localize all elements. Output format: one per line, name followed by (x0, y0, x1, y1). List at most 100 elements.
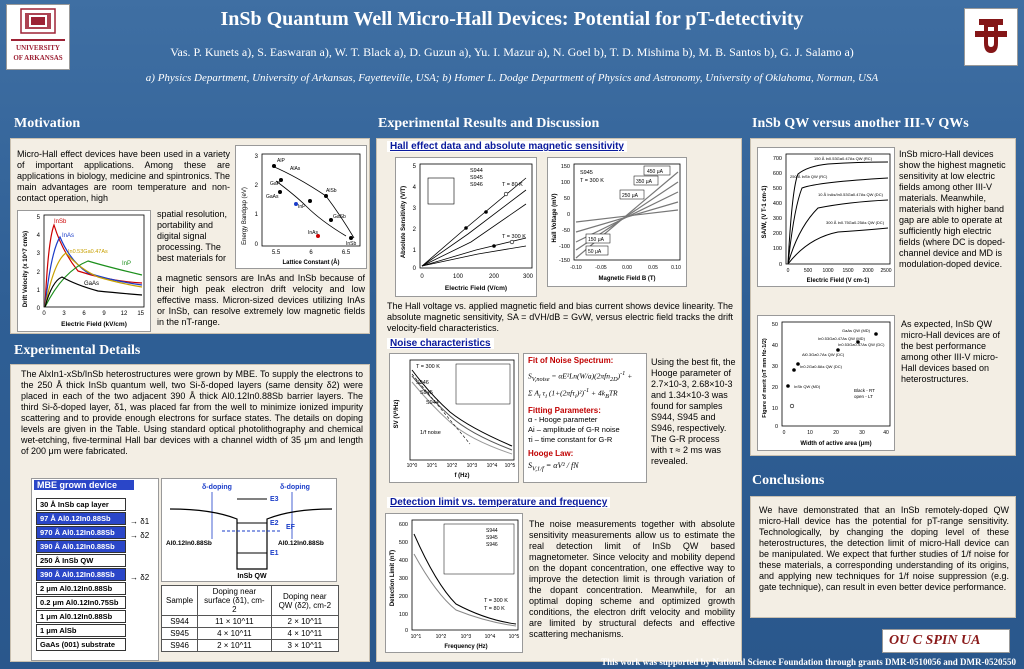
merit-xtick-1: 10 (807, 430, 813, 436)
sa-figure: SA/W, (V T-1 cm-1) 700 600 500 400 300 2… (757, 147, 895, 287)
noise-ylabel: SV (V²/Hz) (393, 400, 400, 429)
bandgap-xtick-0: 5.5 (272, 250, 281, 256)
mbe-layer: 0.2 μm Al0.12In0.75Sb (36, 596, 126, 609)
bandgap-label-gap: GaP (270, 181, 281, 187)
sa-xlabel: Electric Field (V cm-1) (807, 278, 870, 284)
bandgap-label-gaas: GaAs (266, 194, 279, 200)
hv-ytick-3: 0 (567, 212, 570, 218)
detection-figure: Detection Limit (nT) 600 500 400 300 200… (385, 513, 523, 653)
authors-line: Vas. P. Kunets a), S. Easwaran a), W. T.… (170, 45, 854, 59)
poster-title: InSb Quantum Well Micro-Hall Devices: Po… (220, 8, 804, 30)
merit-xtick-2: 20 (833, 430, 839, 436)
merit-xtick-4: 40 (883, 430, 889, 436)
footer-text: This work was supported by National Scie… (601, 657, 1016, 667)
mbe-title: MBE grown device (34, 480, 134, 490)
table-row: S944 11 × 10^11 2 × 10^11 (160, 615, 340, 628)
merit-label: Al0.3Ga0.7As QW (DC) (802, 352, 845, 357)
sens-xtick-2: 200 (489, 274, 500, 280)
arkansas-seal-icon: UNIVERSITY OF ARKANSAS (11, 8, 65, 62)
table-cell: 3 × 10^11 (270, 639, 340, 652)
ou-interlock-icon (975, 19, 1007, 53)
noise-subtitle: Noise characteristics (387, 338, 494, 349)
hall-subtitle: Hall effect data and absolute magnetic s… (387, 141, 627, 152)
drift-label-ingaas: In0.53Ga0.47As (68, 249, 108, 255)
det-note-300k: T = 300 K (484, 598, 508, 604)
hv-ytick-6: -150 (559, 258, 570, 264)
merit-label: open - LT (854, 394, 873, 399)
hooge-law-title: Hooge Law: (528, 449, 574, 458)
mbe-layer: 970 Å Al0.12In0.88Sb (36, 526, 126, 539)
hv-ytick-1: 100 (561, 180, 570, 186)
affiliations-line: a) Physics Department, University of Ark… (145, 72, 879, 84)
merit-ytick-1: 10 (772, 406, 778, 412)
merit-xtick-0: 0 (783, 430, 786, 436)
bandgap-figure: Energy Bandgap (eV) 3 2 1 0 5.5 6 6.5 La… (235, 145, 367, 269)
bandgap-xlabel: Lattice Constant (Å) (283, 259, 340, 266)
hv-xtick-1: -0.05 (595, 265, 607, 271)
hv-current-50: 50 μA (588, 249, 602, 255)
sens-ylabel: Absolute Sensitivity (V/T) (401, 186, 407, 258)
table-cell: S945 (160, 627, 199, 640)
hv-xtick-0: -0.10 (570, 265, 582, 271)
table-cell: S946 (160, 639, 199, 652)
noise-xtick-0: 10^0 (407, 463, 418, 469)
sens-ytick-1: 1 (413, 248, 417, 254)
hv-xtick-4: 0.10 (671, 265, 681, 271)
det-ytick-6: 0 (405, 628, 408, 634)
bandgap-ytick-2: 2 (255, 183, 259, 189)
det-ytick-4: 200 (399, 594, 408, 600)
conclusions-text: We have demonstrated that an InSb remote… (759, 505, 1009, 592)
band-right-material: Al0.12In0.88Sb (278, 540, 324, 547)
det-legend-s944: S944 (486, 528, 498, 534)
band-e2: E2 (270, 520, 279, 527)
det-ytick-3: 300 (399, 576, 408, 582)
noise-side-text: Using the best fit, the Hooge parameter … (651, 357, 736, 466)
exp-details-text: The AlxIn1-xSb/InSb heterostructures wer… (21, 369, 363, 456)
drift-ytick-0: 0 (37, 306, 41, 312)
fit-title: Fit of Noise Spectrum: (528, 356, 614, 365)
fit-equation: SV,noise = αE²Ln(W/a)(2πfn2D)-1 + Σ Ai τi… (528, 370, 633, 400)
table-cell: 11 × 10^11 (197, 615, 272, 628)
sa-label: 150 Å In0.53Ga0.47As QW (RC) (814, 156, 873, 161)
noise-note-temp: T = 300 K (416, 364, 440, 370)
detection-text: The noise measurements together with abs… (529, 519, 735, 639)
sa-ytick-0: 0 (779, 262, 782, 268)
merit-label: In0.2Ga0.8As QW (DC) (800, 364, 843, 369)
motivation-text-side: spatial resolution, portability and digi… (157, 209, 228, 263)
drift-xtick-1: 3 (62, 311, 66, 317)
det-legend-s946: S946 (486, 542, 498, 548)
hv-ytick-4: -50 (562, 228, 570, 234)
det-ytick-0: 600 (399, 522, 408, 528)
noise-figure: SV (V²/Hz) T = 300 K S946 S945 S944 1/f … (389, 353, 519, 483)
bandgap-label-alp: AlP (277, 158, 285, 164)
band-ef: EF (286, 524, 296, 531)
sens-xtick-1: 100 (453, 274, 464, 280)
table-cell: 4 × 10^11 (270, 627, 340, 640)
noise-xtick-3: 10^3 (467, 463, 478, 469)
svg-text:OF ARKANSAS: OF ARKANSAS (13, 54, 62, 62)
sens-ytick-2: 2 (413, 227, 417, 233)
det-xtick-3: 10^4 (485, 634, 496, 640)
merit-xtick-3: 30 (859, 430, 865, 436)
versus-panel: SA/W, (V T-1 cm-1) 700 600 500 400 300 2… (750, 138, 1016, 456)
sens-ytick-0: 0 (413, 266, 417, 272)
noise-xtick-5: 10^5 (505, 463, 516, 469)
sens-ytick-5: 5 (413, 164, 417, 170)
drift-ytick-2: 2 (37, 270, 41, 276)
sa-xtick-5: 2500 (880, 268, 891, 274)
mbe-layer: 390 Å Al0.12In0.88Sb (36, 568, 126, 581)
sa-xtick-3: 1500 (842, 268, 853, 274)
sa-xtick-1: 500 (804, 268, 813, 274)
drift-label-inas: InAs (62, 233, 74, 239)
doping-table: Sample Doping near surface (δ1), cm-2 Do… (160, 585, 340, 652)
delta-2b-label: → δ2 (130, 573, 150, 582)
hv-xtick-3: 0.05 (648, 265, 658, 271)
drift-xtick-2: 6 (82, 311, 86, 317)
table-cell: S944 (160, 615, 199, 628)
hooge-equation: SV,1/f = αV² / fN (528, 461, 579, 473)
bandgap-label-alsb: AlSb (326, 188, 337, 194)
param-item: α - Hooge parameter (528, 415, 598, 424)
table-cell: 2 × 10^11 (270, 615, 340, 628)
det-note-80k: T = 80 K (484, 606, 505, 612)
sa-xtick-0: 0 (787, 268, 790, 274)
